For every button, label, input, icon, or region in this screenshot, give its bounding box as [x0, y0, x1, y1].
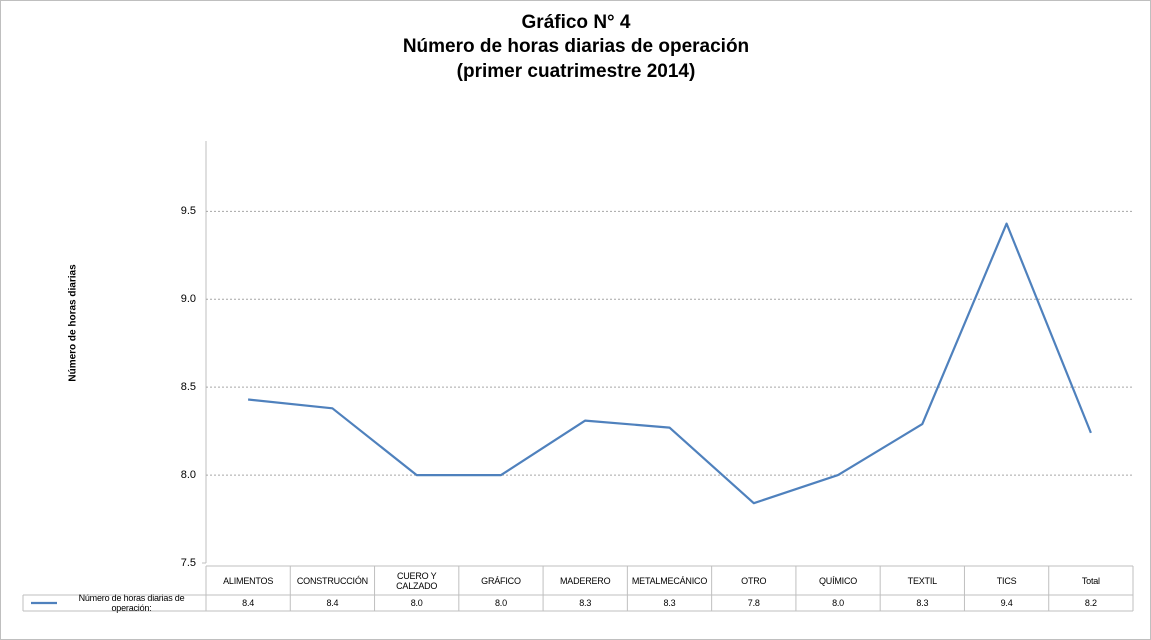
x-tick-label: QUÍMICO: [818, 575, 858, 586]
chart-title: (primer cuatrimestre 2014): [457, 61, 696, 82]
y-tick-label: 8.5: [181, 381, 196, 393]
x-tick-label: TEXTIL: [907, 575, 938, 586]
data-table-value: 8.2: [1084, 598, 1097, 608]
x-tick-label: MADERERO: [560, 575, 611, 586]
y-axis-title: Número de horas diarias: [68, 264, 79, 382]
data-table-value: 8.0: [494, 598, 507, 608]
x-tick-label: ALIMENTOS: [223, 575, 274, 586]
data-table-value: 9.4: [1000, 598, 1013, 608]
chart-title: Gráfico N° 4: [522, 12, 631, 33]
y-tick-label: 7.5: [181, 557, 196, 569]
x-tick-label: CONSTRUCCIÓN: [296, 575, 368, 586]
data-table-value: 7.8: [747, 598, 760, 608]
data-table-value: 8.3: [916, 598, 929, 608]
x-tick-label: METALMECÁNICO: [631, 575, 708, 586]
data-table-value: 8.3: [579, 598, 592, 608]
x-tick-label: TICS: [996, 575, 1017, 586]
x-tick-label: CUERO Y CALZADO: [396, 570, 438, 591]
data-table-value: 8.3: [663, 598, 676, 608]
data-table-value: 8.4: [326, 598, 339, 608]
legend-label: Número de horas diarias de operación:: [78, 593, 185, 613]
y-tick-label: 9.0: [181, 293, 196, 305]
y-tick-label: 9.5: [181, 205, 196, 217]
chart-title: Número de horas diarias de operación: [403, 36, 749, 57]
data-table-value: 8.0: [410, 598, 423, 608]
series-line: [247, 222, 1092, 505]
x-tick-label: Total: [1081, 575, 1100, 586]
data-table-value: 8.4: [242, 598, 255, 608]
data-table-value: 8.0: [832, 598, 844, 608]
x-tick-label: GRÁFICO: [481, 575, 521, 586]
y-tick-label: 8.0: [181, 469, 196, 481]
x-tick-label: OTRO: [741, 575, 767, 586]
